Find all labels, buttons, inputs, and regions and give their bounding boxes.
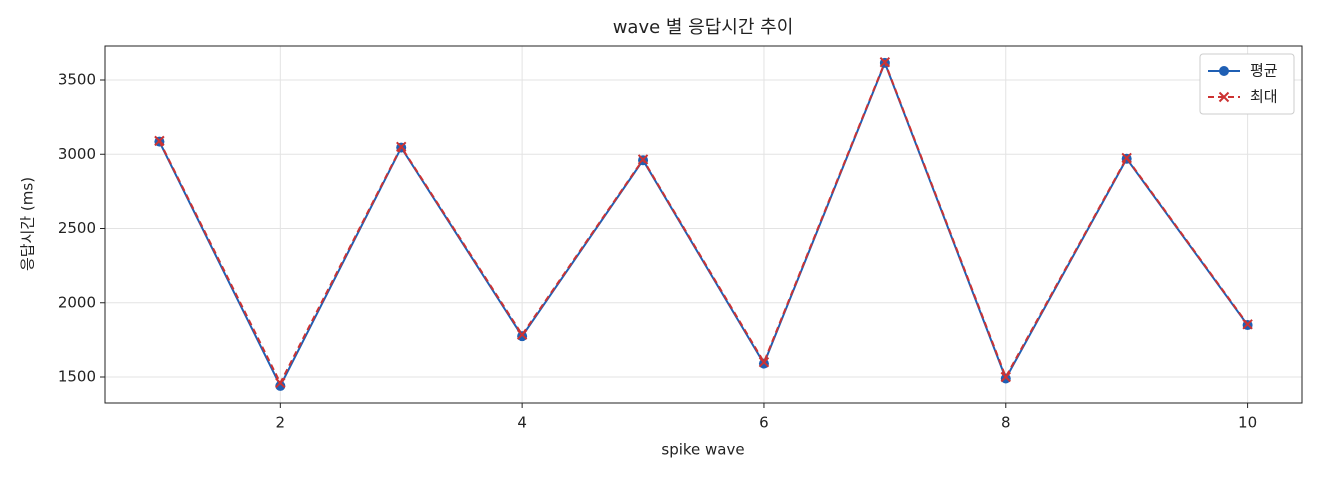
x-tick-label: 2 [276, 414, 286, 432]
x-tick-label: 4 [517, 414, 527, 432]
x-tick-label: 10 [1238, 414, 1257, 432]
marker [758, 356, 770, 368]
legend-box [1199, 53, 1295, 115]
marker [396, 141, 407, 153]
legend-marker [1219, 66, 1229, 76]
legend-label: 평균 [1250, 62, 1278, 80]
marker [1242, 319, 1253, 330]
legend-label: 최대 [1250, 88, 1278, 106]
marker [1121, 152, 1132, 164]
marker [275, 380, 286, 391]
y-tick-label: 1500 [58, 368, 96, 386]
y-tick-label: 2500 [58, 219, 96, 237]
y-tick-label: 2000 [58, 293, 96, 311]
marker [275, 377, 286, 389]
marker [517, 331, 528, 342]
series-line [158, 60, 1249, 389]
x-tick-label: 8 [1001, 414, 1011, 432]
marker [758, 358, 769, 369]
marker [637, 154, 649, 165]
marker [1000, 371, 1011, 383]
y-axis-label: 응답시간 (ms) [19, 177, 37, 271]
series-line [158, 59, 1249, 386]
plot-frame [104, 45, 1303, 404]
y-tick-label: 3000 [58, 145, 96, 163]
x-axis-label: spike wave [661, 441, 744, 459]
chart-title: wave 별 응답시간 추이 [613, 17, 794, 38]
marker [879, 56, 891, 68]
legend-marker [1218, 91, 1230, 103]
marker [1000, 373, 1011, 384]
x-tick-label: 6 [759, 414, 769, 432]
y-tick-label: 3500 [58, 71, 96, 89]
marker [516, 329, 528, 340]
marker [154, 135, 165, 147]
